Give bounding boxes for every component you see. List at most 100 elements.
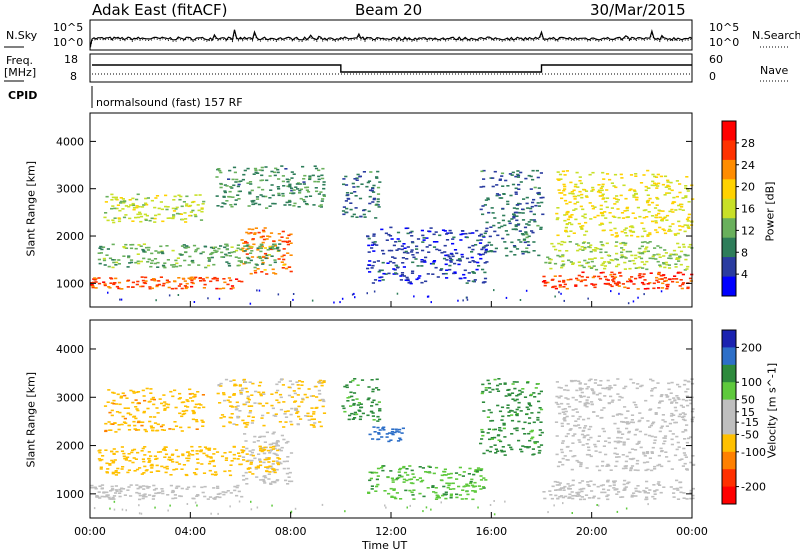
velocity-cell bbox=[174, 425, 179, 427]
velocity-cell bbox=[263, 441, 267, 443]
power-cell bbox=[493, 250, 497, 253]
power-cell bbox=[498, 179, 502, 181]
power-cell bbox=[685, 268, 689, 270]
power-cell bbox=[400, 245, 404, 247]
power-cell bbox=[514, 191, 518, 194]
power-cell bbox=[681, 225, 685, 228]
power-cell bbox=[477, 265, 481, 267]
power-cell bbox=[593, 216, 597, 219]
velocity-cell bbox=[219, 382, 223, 385]
power-cell bbox=[420, 281, 424, 284]
velocity-cell bbox=[629, 421, 633, 423]
velocity-cell bbox=[390, 432, 394, 435]
velocity-cell bbox=[576, 493, 580, 495]
power-cell bbox=[475, 229, 479, 232]
power-cell bbox=[410, 272, 415, 274]
power-cell bbox=[266, 235, 270, 237]
velocity-cell bbox=[105, 494, 109, 496]
power-cell bbox=[395, 273, 399, 275]
power-cell bbox=[251, 228, 255, 231]
velocity-cell bbox=[312, 426, 316, 428]
velocity-cell bbox=[653, 436, 658, 438]
velocity-cell bbox=[496, 434, 500, 437]
velocity-cell bbox=[117, 424, 121, 426]
velocity-cell bbox=[252, 441, 256, 443]
velocity-cell bbox=[185, 488, 189, 490]
power-cell bbox=[557, 242, 561, 245]
power-cell bbox=[558, 275, 562, 277]
power-cell bbox=[515, 207, 519, 210]
power-cell bbox=[517, 239, 521, 241]
power-cell bbox=[399, 279, 403, 281]
power-cell bbox=[517, 183, 521, 186]
power-cell bbox=[420, 261, 424, 263]
velocity-cell bbox=[107, 389, 111, 391]
power-cell bbox=[370, 190, 374, 192]
power-cell bbox=[123, 200, 127, 203]
power-cell bbox=[132, 207, 137, 209]
power-cell bbox=[496, 234, 500, 237]
power-cell bbox=[227, 195, 231, 198]
velocity-cell bbox=[215, 451, 220, 453]
power-cell bbox=[249, 232, 253, 234]
power-cell bbox=[610, 182, 614, 184]
power-cell bbox=[643, 230, 647, 232]
power-cell bbox=[616, 263, 621, 266]
velocity-cell bbox=[160, 429, 164, 431]
velocity-cell bbox=[235, 408, 239, 410]
power-cell bbox=[131, 286, 135, 288]
power-cell bbox=[552, 245, 556, 248]
power-cell bbox=[599, 208, 603, 210]
velocity-cell bbox=[625, 455, 629, 458]
power-cell bbox=[113, 282, 117, 284]
power-cell bbox=[666, 285, 670, 288]
power-cell bbox=[429, 262, 434, 265]
velocity-cell bbox=[206, 455, 210, 458]
velocity-cell bbox=[140, 450, 144, 452]
power-cell bbox=[532, 250, 536, 252]
power-cell bbox=[110, 207, 114, 210]
power-cell bbox=[679, 203, 683, 206]
power-cell bbox=[106, 219, 110, 222]
power-cell bbox=[490, 207, 494, 209]
power-cell bbox=[358, 197, 363, 200]
power-cell bbox=[608, 212, 612, 214]
velocity-colorbar-swatch bbox=[722, 469, 736, 488]
velocity-cell bbox=[350, 395, 354, 398]
power-cell bbox=[297, 206, 301, 208]
power-cell bbox=[601, 193, 605, 196]
power-cell bbox=[175, 212, 180, 215]
velocity-cell bbox=[395, 477, 399, 480]
velocity-cell bbox=[634, 490, 638, 492]
velocity-cell bbox=[408, 478, 412, 481]
velocity-cell bbox=[263, 446, 267, 449]
velocity-cell bbox=[282, 426, 286, 428]
power-cell bbox=[322, 187, 326, 190]
velocity-cell bbox=[411, 482, 415, 485]
power-sparse-cell bbox=[430, 301, 432, 304]
power-cell bbox=[378, 181, 382, 183]
power-cell bbox=[602, 197, 606, 199]
power-cell bbox=[646, 242, 650, 244]
power-cell bbox=[668, 255, 672, 257]
velocity-cell bbox=[150, 398, 154, 400]
power-cell bbox=[380, 269, 384, 272]
velocity-cell bbox=[559, 387, 563, 389]
power-cell bbox=[230, 187, 234, 189]
power-cell bbox=[199, 252, 203, 255]
power-cell bbox=[653, 182, 657, 185]
velocity-cell bbox=[370, 401, 374, 404]
power-cell bbox=[571, 262, 575, 264]
power-cell bbox=[517, 188, 521, 190]
velocity-cell bbox=[642, 461, 647, 464]
power-cell bbox=[185, 245, 189, 247]
velocity-cell bbox=[310, 407, 314, 409]
velocity-cell bbox=[529, 393, 534, 396]
velocity-cell bbox=[357, 409, 361, 412]
power-cell bbox=[404, 250, 408, 253]
velocity-cell bbox=[564, 384, 568, 387]
velocity-cell bbox=[394, 478, 398, 481]
power-cell bbox=[167, 281, 171, 283]
power-cell bbox=[344, 175, 348, 178]
power-cell bbox=[225, 185, 229, 187]
